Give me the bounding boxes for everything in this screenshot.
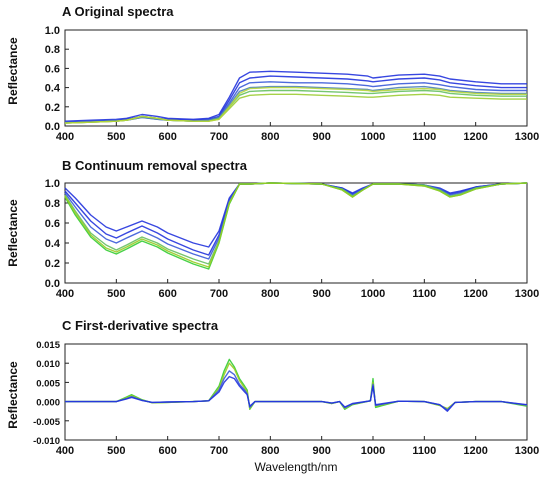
panel-c-xtick-label: 800 (261, 445, 279, 457)
panel-c-ytick-label: 0.015 (36, 340, 60, 351)
panel-c-ytick-label: -0.010 (33, 436, 60, 447)
panel-a-xtick-label: 1200 (463, 131, 487, 143)
panel-a-ytick-label: 1.0 (45, 25, 60, 37)
panel-a-xtick-label: 900 (312, 131, 330, 143)
panel-c-xtick-label: 500 (107, 445, 125, 457)
panel-c-title: C First-derivative spectra (62, 318, 219, 333)
panel-c-xtick-label: 700 (210, 445, 228, 457)
panel-b-ytick-label: 1.0 (45, 178, 60, 190)
panel-b-ytick-label: 0.6 (45, 218, 60, 230)
panel-b-frame (64, 182, 528, 284)
panel-a-frame (64, 29, 528, 127)
panel-a-series-1 (64, 70, 527, 122)
panel-b-xtick-label: 500 (107, 288, 125, 300)
panel-a-series-4 (64, 85, 527, 124)
panel-a-plot: 400 500 600 700 800 900 1000 1100 1200 1300 0.0 0.2… (45, 25, 540, 143)
panel-c-xtick-label: 600 (158, 445, 176, 457)
panel-a-xtick-label: 700 (210, 131, 228, 143)
panel-a-ytick-label: 0.4 (45, 83, 61, 95)
panel-c-xtick-label: 400 (56, 445, 74, 457)
panel-b-xtick-label: 900 (312, 288, 330, 300)
panel-c-xtick-label: 1200 (463, 445, 487, 457)
panel-c-xtick-label: 1300 (515, 445, 539, 457)
panel-b-ylabel: Reflectance (6, 199, 20, 267)
panel-a-xtick-label: 800 (261, 131, 279, 143)
panel-c-xtick-label: 900 (312, 445, 330, 457)
panel-b-xtick-label: 400 (56, 288, 74, 300)
panel-a-ytick-label: 0.6 (45, 63, 60, 75)
panel-b-xtick-label: 600 (158, 288, 176, 300)
panel-b-xtick-label: 800 (261, 288, 279, 300)
panel-c-ytick-label: 0.000 (36, 398, 60, 409)
panel-c-xtick-label: 1100 (412, 445, 436, 457)
panel-a-ytick-label: 0.2 (45, 102, 60, 114)
panel-b-xtick-label: 1100 (412, 288, 436, 300)
panel-b-ytick-label: 0.8 (45, 198, 60, 210)
panel-a-ytick-label: 0.8 (45, 44, 60, 56)
panel-a-xtick-label: 500 (107, 131, 125, 143)
panel-a-xtick-label: 1100 (412, 131, 436, 143)
panel-b-xtick-label: 1000 (361, 288, 385, 300)
panel-a-series-7 (64, 86, 527, 124)
panel-c-xtick-label: 1000 (361, 445, 385, 457)
panel-c-ytick-label: 0.005 (36, 378, 60, 389)
panel-c-frame (64, 343, 528, 441)
panel-a-title: A Original spectra (62, 4, 174, 19)
panel-b-ytick-label: 0.4 (45, 238, 61, 250)
panel-b-ytick-label: 0.0 (45, 278, 60, 290)
panel-b-series-6 (64, 182, 528, 268)
panel-a-xtick-label: 400 (56, 131, 74, 143)
panel-a-xtick-label: 600 (158, 131, 176, 143)
panel-c-plot: 400 500 600 700 800 900 1000 1100 1200 1300 -0.010… (33, 340, 539, 457)
panel-a-ytick-label: 0.0 (45, 121, 60, 133)
panel-c-ytick-label: -0.005 (33, 417, 61, 428)
panel-b-ytick-label: 0.2 (45, 258, 60, 270)
panel-b-plot: 400 500 600 700 800 900 1000 1100 1200 1300 0.0 0.2… (45, 178, 540, 300)
panel-c-ylabel: Reflectance (6, 361, 20, 429)
panel-c-ytick-label: 0.010 (36, 359, 60, 370)
panel-b-xtick-label: 1200 (463, 288, 487, 300)
panel-c-series-4 (65, 375, 528, 412)
panel-a-xtick-label: 1300 (515, 131, 539, 143)
panel-b-xtick-label: 700 (210, 288, 228, 300)
panel-b-xtick-label: 1300 (515, 288, 539, 300)
panel-a-xtick-label: 1000 (361, 131, 385, 143)
panel-b-title: B Continuum removal spectra (62, 158, 248, 173)
panel-c-xlabel: Wavelength/nm (255, 460, 338, 474)
panel-c-series-3 (65, 370, 528, 411)
panel-a-ylabel: Reflectance (6, 37, 20, 105)
